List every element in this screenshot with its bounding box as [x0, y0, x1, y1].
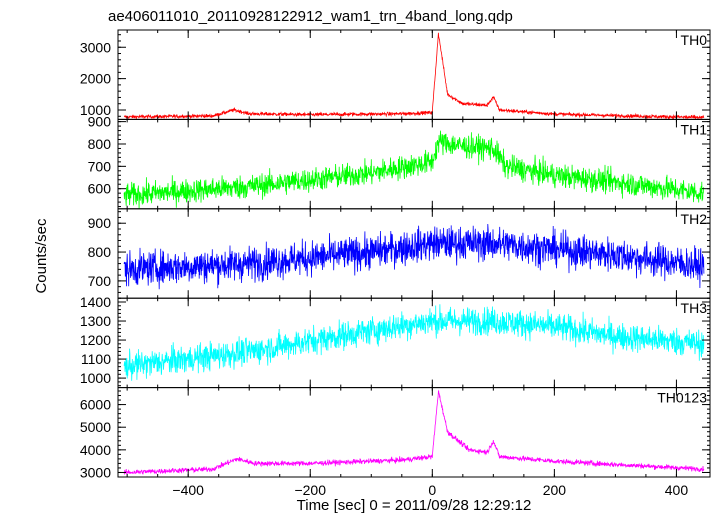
y-tick-label: 700	[88, 273, 112, 289]
panel-th2: TH2 700 800 900	[88, 208, 711, 299]
chart-title: ae406011010_20110928122912_wam1_trn_4ban…	[108, 8, 513, 25]
y-tick-label: 800	[88, 244, 112, 260]
panels: TH0100020003000TH1600700800900TH27008009…	[80, 29, 711, 498]
y-tick-label: 700	[88, 158, 112, 174]
series-th0	[123, 32, 705, 120]
series-th1	[123, 130, 705, 209]
y-tick-label: 5000	[80, 419, 111, 435]
y-tick-label: 600	[88, 181, 112, 197]
x-tick-label: 200	[543, 482, 567, 498]
panel-th3: TH3 1000 1100 1200 1300 1400	[80, 294, 711, 389]
panel-th1: TH1 600 700 800 900	[88, 114, 711, 210]
panel-th0: TH0 1000 2000 3000	[80, 29, 711, 120]
y-tick-label: 900	[88, 215, 112, 231]
x-tick-label: 400	[665, 482, 689, 498]
y-tick-label: 1100	[81, 351, 111, 367]
panel-label: TH1	[681, 121, 708, 137]
y-tick-label: 4000	[80, 442, 111, 458]
y-tick-label: 2000	[80, 71, 111, 87]
x-tick-label: −400	[172, 482, 204, 498]
y-tick-label: 1300	[80, 313, 111, 329]
series-th3	[123, 304, 705, 381]
y-tick-label: 800	[88, 136, 112, 152]
y-tick-label: 1200	[80, 332, 111, 348]
y-tick-label: 1000	[80, 102, 111, 118]
x-axis-label: Time [sec] 0 = 2011/09/28 12:29:12	[297, 497, 532, 514]
y-tick-label: 3000	[80, 39, 111, 55]
series-th2	[123, 223, 705, 290]
x-tick-label: 0	[428, 482, 436, 498]
y-tick-label: 1400	[80, 294, 111, 310]
panel-label: TH2	[681, 211, 708, 227]
y-tick-label: 1000	[80, 370, 111, 386]
y-tick-label: 3000	[80, 464, 111, 480]
y-tick-label: 6000	[80, 397, 111, 413]
panel-label: TH0	[681, 32, 708, 48]
panel-frame	[117, 29, 711, 120]
panel-label: TH0123	[657, 390, 707, 406]
y-tick-label: 900	[88, 114, 112, 130]
x-tick-label: −200	[294, 482, 326, 498]
panel-frame	[117, 387, 711, 478]
y-axis-label: Counts/sec	[33, 218, 50, 294]
series-th0123	[123, 389, 705, 475]
panel-th0123: TH0123 3000 4000 5000 6000 −400 −200 0 200 400	[80, 387, 711, 498]
panel-label: TH3	[681, 300, 708, 316]
